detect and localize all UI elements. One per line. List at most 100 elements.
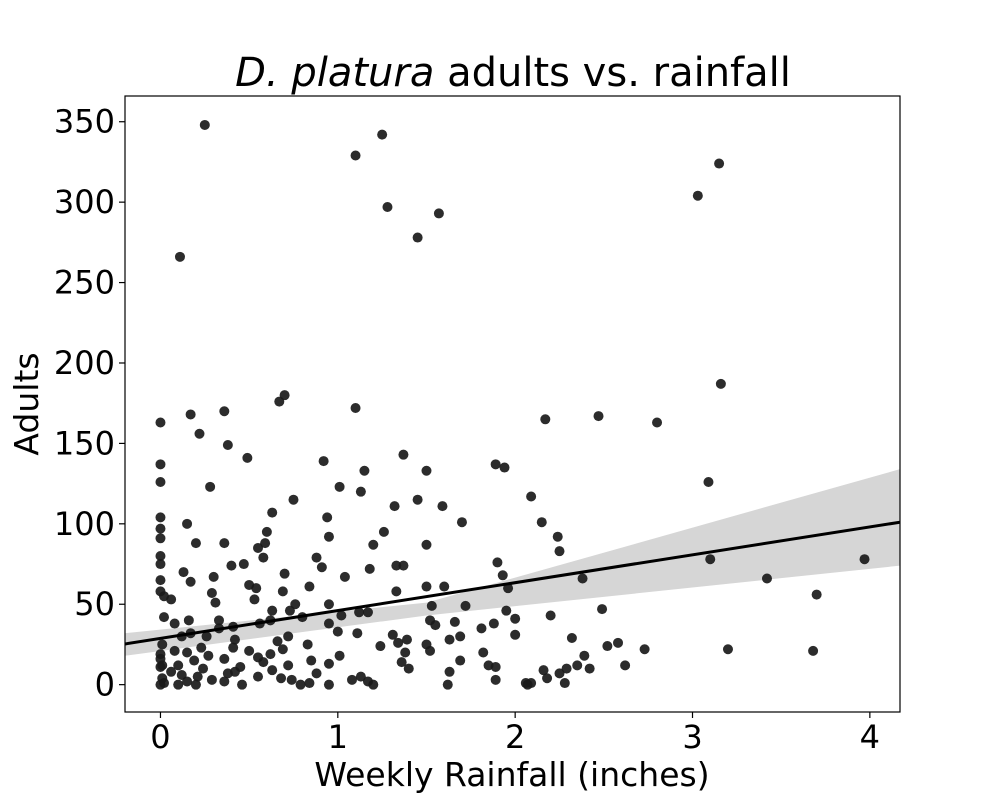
data-point <box>286 674 297 685</box>
data-point <box>201 631 212 642</box>
data-point <box>652 417 663 428</box>
data-point <box>350 403 361 414</box>
data-point <box>566 633 577 644</box>
data-point <box>859 554 870 565</box>
data-point <box>198 663 209 674</box>
data-point <box>316 562 327 573</box>
x-tick-label: 1 <box>328 718 348 756</box>
chart-title: D. platura adults vs. rainfall <box>235 50 791 96</box>
data-point <box>206 674 217 685</box>
data-point <box>222 440 233 451</box>
data-point <box>276 673 287 684</box>
data-point <box>412 494 423 505</box>
data-point <box>456 517 467 528</box>
data-point <box>189 655 200 666</box>
data-point <box>155 533 166 544</box>
data-point <box>302 639 313 650</box>
data-point <box>219 676 230 687</box>
data-point <box>561 663 572 674</box>
data-point <box>205 481 216 492</box>
plot-frame <box>124 95 901 713</box>
data-point <box>584 663 595 674</box>
data-point <box>228 642 239 653</box>
data-point <box>219 406 230 417</box>
data-point <box>190 679 201 690</box>
data-point <box>444 634 455 645</box>
data-point <box>284 605 295 616</box>
data-point <box>705 554 716 565</box>
data-point <box>272 636 283 647</box>
data-point <box>277 644 288 655</box>
data-point <box>206 587 217 598</box>
data-point <box>393 637 404 648</box>
data-point <box>192 671 203 682</box>
data-point <box>412 232 423 243</box>
data-point <box>258 552 269 563</box>
data-point <box>355 486 366 497</box>
data-point <box>304 678 315 689</box>
data-point <box>183 615 194 626</box>
y-axis: 0 50 100 150 200 250 300 350 <box>54 103 125 704</box>
data-point <box>237 679 248 690</box>
data-point <box>242 452 253 463</box>
data-point <box>542 673 553 684</box>
regression-line <box>125 520 900 646</box>
data-point <box>265 649 276 660</box>
data-point <box>173 660 184 671</box>
data-point <box>350 150 361 161</box>
data-point <box>182 518 193 529</box>
data-point <box>396 657 407 668</box>
data-point <box>490 459 501 470</box>
data-point <box>559 678 570 689</box>
data-point <box>226 560 237 571</box>
data-point <box>722 644 733 655</box>
data-point <box>368 679 379 690</box>
data-point <box>169 645 180 656</box>
data-point <box>155 559 166 570</box>
x-tick-label: 3 <box>682 718 702 756</box>
data-point <box>362 607 373 618</box>
data-point <box>182 676 193 687</box>
data-point <box>155 512 166 523</box>
x-tick-label: 4 <box>860 718 880 756</box>
data-point <box>261 526 272 537</box>
data-point <box>488 618 499 629</box>
y-tick-label: 50 <box>74 585 115 623</box>
data-point <box>354 607 365 618</box>
data-point <box>455 655 466 666</box>
data-point <box>253 542 264 553</box>
data-point <box>210 597 221 608</box>
data-point <box>400 647 411 658</box>
data-point <box>378 526 389 537</box>
data-point <box>155 459 166 470</box>
data-point <box>318 456 329 467</box>
data-point <box>499 462 510 473</box>
data-point <box>155 477 166 488</box>
y-tick-label: 200 <box>54 344 115 382</box>
data-point <box>439 581 450 592</box>
data-point <box>597 604 608 615</box>
data-point <box>155 550 166 561</box>
data-point <box>538 665 549 676</box>
plot-clip-group <box>125 119 900 690</box>
data-point <box>159 612 170 623</box>
data-point <box>219 538 230 549</box>
data-point <box>620 660 631 671</box>
x-axis: 0 1 2 3 4 <box>150 712 880 756</box>
data-point <box>715 378 726 389</box>
data-point <box>377 129 388 140</box>
data-point <box>449 616 460 627</box>
data-point <box>572 660 583 671</box>
data-point <box>336 610 347 621</box>
data-point <box>714 158 725 169</box>
data-point <box>579 650 590 661</box>
data-point <box>166 594 177 605</box>
data-point <box>442 679 453 690</box>
data-point <box>274 396 285 407</box>
data-point <box>389 501 400 512</box>
data-point <box>526 491 537 502</box>
data-point <box>398 449 409 460</box>
data-point <box>444 666 455 677</box>
data-point <box>433 208 444 219</box>
